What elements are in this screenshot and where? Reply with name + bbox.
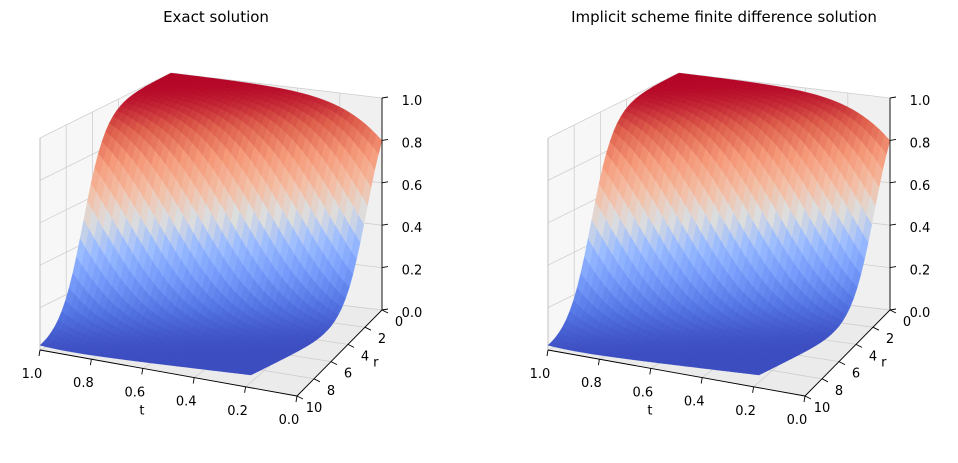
t-tick-mark [38,349,41,357]
t-tick-mark [700,377,703,384]
r-tick-label: 10 [306,401,323,416]
r-tick-label: 8 [327,384,335,399]
t-tick-label: 0.0 [279,413,300,428]
z-tick-label: 0.0 [910,306,931,321]
r-axis-label: r [373,356,379,371]
r-tick-mark [838,361,846,366]
r-tick-mark [889,309,897,314]
t-tick-mark [192,377,195,384]
surface-patch [752,372,764,376]
r-tick-mark [313,378,321,383]
z-tick-label: 0.6 [910,179,931,194]
z-tick-label: 1.0 [910,94,931,109]
r-tick-label: 10 [814,401,831,416]
z-tick-label: 0.6 [402,179,423,194]
z-tick-mark [889,138,897,141]
z-tick-mark [889,96,897,99]
r-tick-label: 2 [378,332,386,347]
z-tick-label: 0.0 [402,306,423,321]
z-tick-label: 0.8 [402,136,423,151]
chart-title: Implicit scheme finite difference soluti… [571,8,877,26]
z-tick-mark [381,181,389,184]
t-tick-mark [649,368,652,375]
z-tick-mark [381,266,389,269]
r-tick-mark [364,326,372,331]
r-tick-label: 0 [903,315,911,330]
z-tick-mark [889,266,897,269]
subplot-implicit-scheme: Implicit scheme finite difference soluti… [530,8,931,428]
z-tick-mark [381,308,389,311]
t-tick-mark [141,368,144,375]
t-tick-mark [89,359,92,366]
z-tick-label: 0.4 [402,221,423,236]
t-axis-line [547,349,806,397]
t-tick-mark [597,359,600,366]
t-tick-mark [295,395,298,403]
t-tick-label: 0.4 [684,395,705,410]
r-tick-label: 4 [361,349,369,364]
surface [39,72,383,376]
grid-line [170,72,383,99]
t-axis-label: t [647,403,652,418]
z-tick-mark [889,181,897,184]
t-tick-label: 1.0 [530,367,551,382]
surface-patch [244,372,256,376]
r-tick-mark [296,395,304,400]
z-tick-mark [889,308,897,311]
r-tick-label: 6 [852,367,860,382]
t-tick-label: 1.0 [22,367,43,382]
t-tick-label: 0.4 [176,395,197,410]
r-tick-mark [804,395,812,400]
t-tick-label: 0.8 [73,376,94,391]
r-tick-label: 6 [344,367,352,382]
grid-line [547,72,680,139]
z-tick-mark [381,138,389,141]
r-tick-mark [872,326,880,331]
t-tick-label: 0.6 [124,385,145,400]
t-axis-label: t [139,403,144,418]
t-axis-line [39,349,298,397]
t-tick-label: 0.8 [581,376,602,391]
t-tick-label: 0.6 [632,385,653,400]
z-tick-mark [889,223,897,226]
t-tick-mark [803,395,806,403]
r-tick-mark [330,361,338,366]
r-axis-label: r [881,356,887,371]
r-tick-label: 0 [395,315,403,330]
z-tick-label: 0.4 [910,221,931,236]
r-tick-mark [821,378,829,383]
surface [547,72,891,376]
grid-line [39,72,172,139]
r-tick-mark [855,343,863,348]
r-tick-label: 8 [835,384,843,399]
t-tick-mark [244,386,247,393]
z-tick-label: 1.0 [402,94,423,109]
chart-title: Exact solution [163,8,269,26]
z-tick-mark [381,223,389,226]
z-tick-mark [381,96,389,99]
r-tick-label: 4 [869,349,877,364]
z-tick-label: 0.2 [402,264,423,279]
r-tick-mark [381,309,389,314]
t-tick-label: 0.2 [735,404,756,419]
t-tick-mark [752,386,755,393]
grid-line [678,72,891,99]
z-tick-label: 0.2 [910,264,931,279]
z-tick-label: 0.8 [910,136,931,151]
t-tick-label: 0.0 [787,413,808,428]
r-tick-label: 2 [886,332,894,347]
r-axis-line [296,309,383,397]
r-tick-mark [347,343,355,348]
t-tick-mark [546,349,549,357]
r-axis-line [804,309,891,397]
t-tick-label: 0.2 [227,404,248,419]
